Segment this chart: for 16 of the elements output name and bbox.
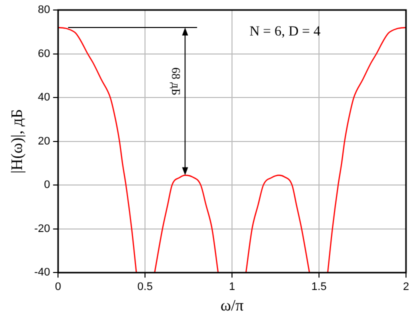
y-tick-label: -20 <box>34 222 50 235</box>
x-tick-label: 1 <box>228 281 236 294</box>
y-tick-label: 40 <box>38 92 50 104</box>
y-tick-label: -40 <box>34 266 50 279</box>
y-tick-label: 60 <box>38 48 50 60</box>
x-axis-title: ω/π <box>220 298 244 315</box>
x-tick-label: 2 <box>402 281 410 294</box>
y-axis-title: |H(ω)|, дБ <box>8 109 26 174</box>
y-tick-label: 20 <box>38 135 50 148</box>
x-tick-label: 1.5 <box>311 281 327 294</box>
x-tick-label: 0 <box>55 281 62 294</box>
annotation: N = 6, D = 4 <box>249 24 320 40</box>
annotation: 68 дБ <box>168 67 183 96</box>
y-tick-label: 0 <box>44 179 50 192</box>
x-tick-label: 0.5 <box>137 281 153 294</box>
y-tick-label: 80 <box>38 4 50 16</box>
